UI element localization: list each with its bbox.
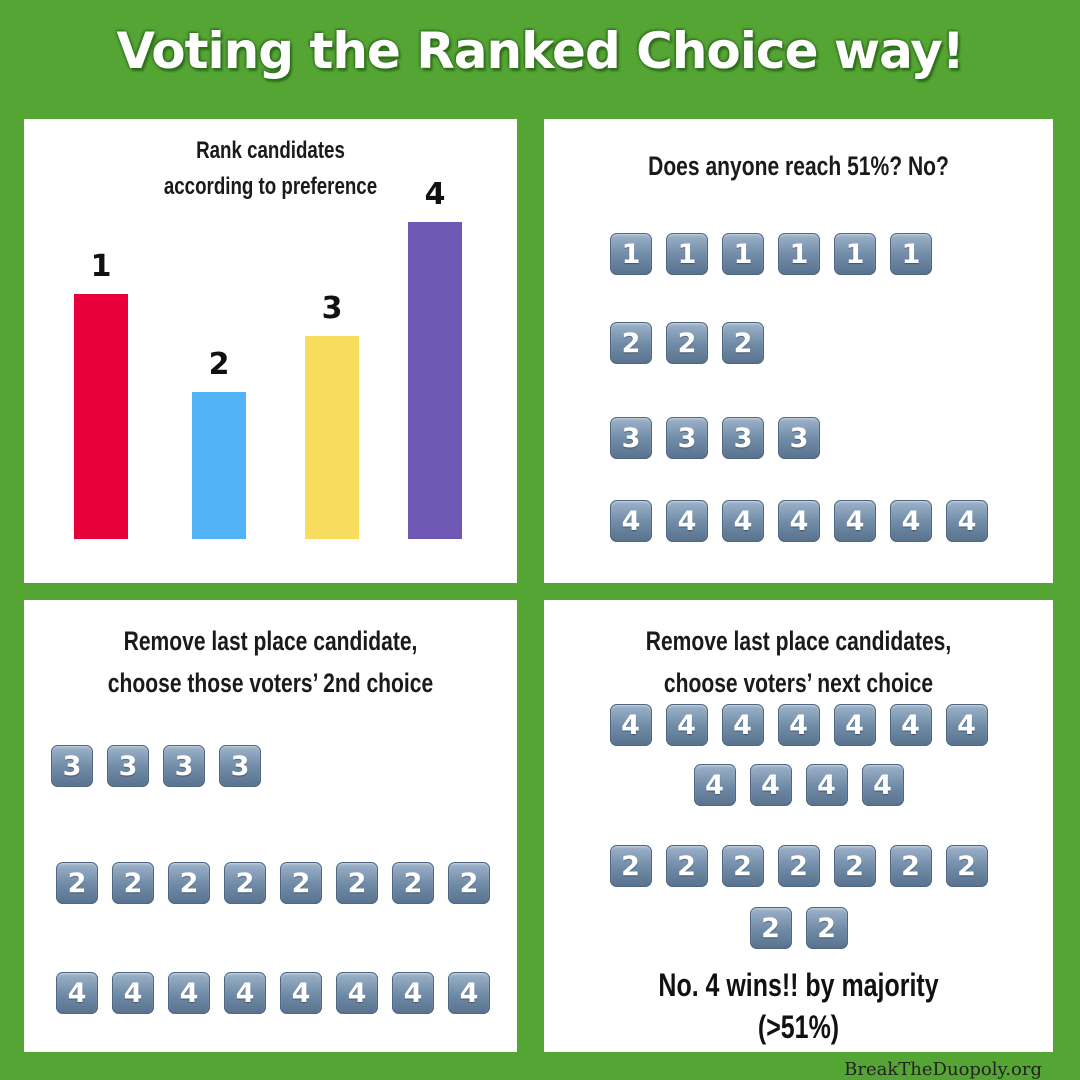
panel-1-title-line-2: according to preference (163, 173, 378, 200)
keycap-4-icon: 4 (610, 500, 652, 542)
keycap-1-icon: 1 (778, 233, 820, 275)
keycap-4-icon: 4 (666, 500, 708, 542)
keycap-4-icon: 4 (693, 764, 736, 806)
site-credit: BreakTheDuopoly.org (844, 1059, 1042, 1080)
keycap-4-icon: 4 (112, 972, 154, 1014)
keycap-2-icon: 2 (722, 322, 764, 364)
keycap-3-icon: 3 (778, 417, 820, 459)
keycap-2-icon: 2 (56, 862, 98, 904)
keycap-2-icon: 2 (721, 845, 764, 887)
keycap-4-icon: 4 (778, 500, 820, 542)
keycap-4-icon: 4 (280, 972, 322, 1014)
bar-label-3: 3 (322, 291, 343, 326)
keycap-2-icon: 2 (833, 845, 876, 887)
keycap-2-icon: 2 (224, 862, 266, 904)
keycap-4-icon: 4 (834, 500, 876, 542)
panel-4-title-line-1: Remove last place candidates, (645, 626, 952, 656)
keycap-4-icon: 4 (609, 704, 652, 746)
keycap-4-icon: 4 (861, 764, 904, 806)
ranking-bar-chart: 1 2 3 4 (74, 177, 462, 539)
keycap-4-icon: 4 (805, 764, 848, 806)
keycap-2-icon: 2 (336, 862, 378, 904)
keycap-3-icon: 3 (107, 745, 149, 787)
main-title: Voting the Ranked Choice way! (116, 22, 964, 80)
bar-candidate-1 (74, 294, 128, 539)
keycap-2-icon: 2 (805, 907, 848, 949)
keycap-1-icon: 1 (722, 233, 764, 275)
keycap-2-icon: 2 (610, 322, 652, 364)
bar-label-4: 4 (425, 177, 446, 212)
winner-line-1: No. 4 wins!! by majority (658, 967, 939, 1003)
keycap-4-icon: 4 (890, 500, 932, 542)
keycap-2-icon: 2 (168, 862, 210, 904)
keycap-4-icon: 4 (749, 764, 792, 806)
panel-1-title-line-1: Rank candidates (196, 137, 345, 164)
bar-candidate-4 (408, 222, 462, 539)
keycap-4-icon: 4 (336, 972, 378, 1014)
keycap-4-icon: 4 (946, 500, 988, 542)
panel-final-count: Remove last place candidates, choose vot… (544, 600, 1053, 1052)
keycap-4-icon: 4 (56, 972, 98, 1014)
keycap-2-icon: 2 (749, 907, 792, 949)
panel-2-title: Does anyone reach 51%? No? (648, 151, 949, 181)
panel-4-title-line-2: choose voters’ next choice (663, 668, 934, 698)
keycap-4-icon: 4 (777, 704, 820, 746)
keycap-3-icon: 3 (219, 745, 261, 787)
keycap-4-icon: 4 (224, 972, 266, 1014)
panel-remove-last-place: Remove last place candidate, choose thos… (24, 600, 517, 1052)
keycap-2-icon: 2 (280, 862, 322, 904)
keycap-2-icon: 2 (945, 845, 988, 887)
keycap-3-icon: 3 (722, 417, 764, 459)
keycap-2-icon: 2 (112, 862, 154, 904)
keycap-2-icon: 2 (777, 845, 820, 887)
bar-label-1: 1 (91, 249, 112, 284)
keycap-4-icon: 4 (168, 972, 210, 1014)
keycap-3-icon: 3 (610, 417, 652, 459)
keycap-3-icon: 3 (51, 745, 93, 787)
keycap-4-icon: 4 (392, 972, 434, 1014)
winner-announcement: No. 4 wins!! by majority (>51%) (600, 964, 997, 1048)
keycap-1-icon: 1 (834, 233, 876, 275)
bar-label-2: 2 (209, 347, 230, 382)
keycap-2-icon: 2 (665, 845, 708, 887)
keycap-4-icon: 4 (889, 704, 932, 746)
keycap-2-icon: 2 (609, 845, 652, 887)
panel-4-title: Remove last place candidates, choose vot… (600, 620, 997, 704)
keycap-1-icon: 1 (666, 233, 708, 275)
keycap-4-icon: 4 (945, 704, 988, 746)
keycap-1-icon: 1 (610, 233, 652, 275)
panel-3-title-line-1: Remove last place candidate, (123, 626, 418, 656)
keycap-2-icon: 2 (889, 845, 932, 887)
keycap-3-icon: 3 (666, 417, 708, 459)
keycap-2-icon: 2 (448, 862, 490, 904)
panel-rank-candidates: Rank candidates according to preference … (24, 119, 517, 583)
winner-line-2: (>51%) (757, 1009, 840, 1045)
keycap-2-icon: 2 (392, 862, 434, 904)
keycap-4-icon: 4 (833, 704, 876, 746)
keycap-3-icon: 3 (163, 745, 205, 787)
keycap-1-icon: 1 (890, 233, 932, 275)
bar-candidate-2 (192, 392, 246, 539)
keycap-4-icon: 4 (665, 704, 708, 746)
keycap-2-icon: 2 (666, 322, 708, 364)
keycap-4-icon: 4 (448, 972, 490, 1014)
panel-3-title: Remove last place candidate, choose thos… (78, 620, 463, 704)
panel-3-title-line-2: choose those voters’ 2nd choice (107, 668, 434, 698)
keycap-4-icon: 4 (722, 500, 764, 542)
keycap-4-icon: 4 (721, 704, 764, 746)
bar-candidate-3 (305, 336, 359, 539)
panel-1-title: Rank candidates according to preference (78, 133, 463, 205)
